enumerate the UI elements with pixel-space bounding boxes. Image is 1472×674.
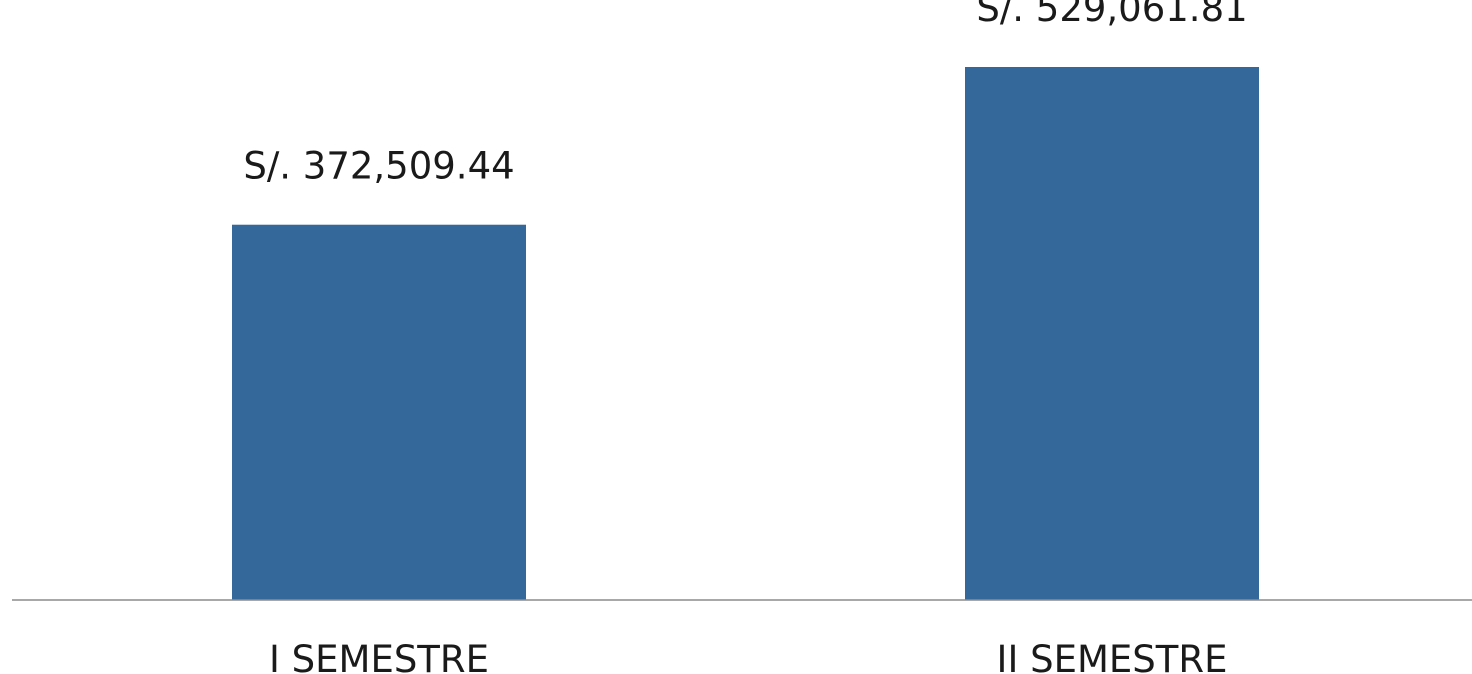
category-label-1: I SEMESTRE (269, 638, 489, 674)
bar-2 (965, 67, 1259, 600)
data-label-1: S/. 372,509.44 (243, 145, 514, 188)
data-label-2: S/. 529,061.81 (976, 0, 1247, 30)
bars-group (232, 67, 1259, 600)
category-label-2: II SEMESTRE (997, 638, 1228, 674)
bar-1 (232, 224, 526, 600)
labels-group: S/. 372,509.44 I SEMESTRE S/. 529,061.81 II… (243, 0, 1247, 674)
